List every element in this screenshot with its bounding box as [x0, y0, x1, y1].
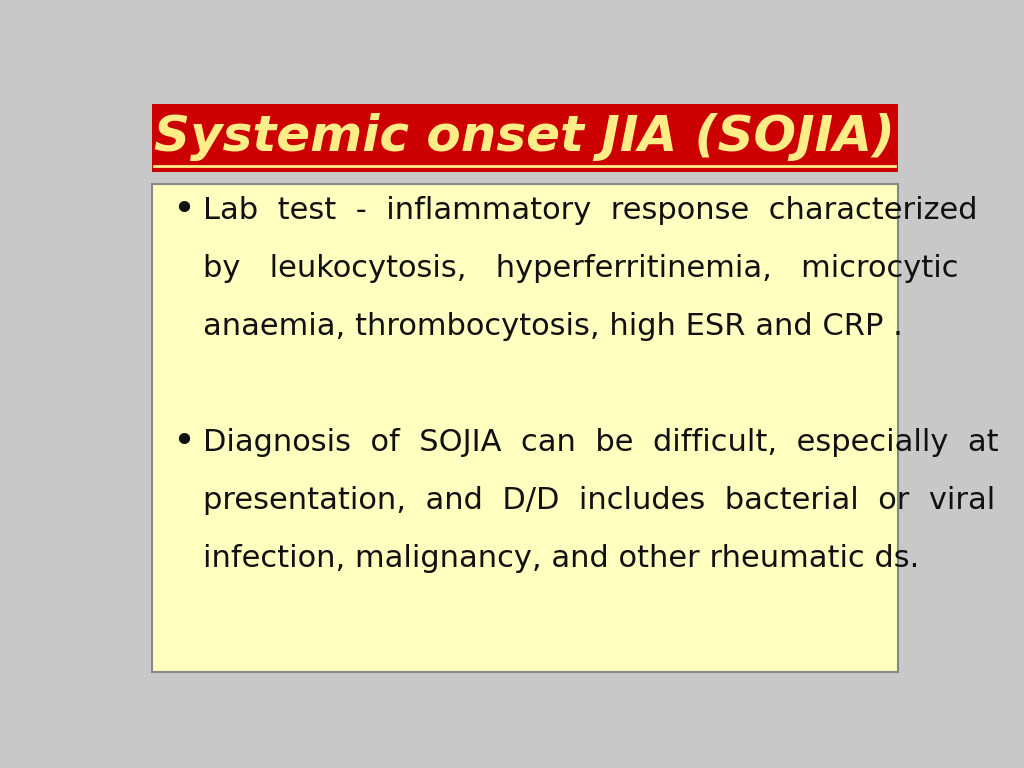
Text: Lab  test  -  inflammatory  response  characterized: Lab test - inflammatory response charact… — [204, 196, 978, 225]
FancyBboxPatch shape — [152, 184, 898, 672]
Text: presentation,  and  D/D  includes  bacterial  or  viral: presentation, and D/D includes bacterial… — [204, 485, 995, 515]
Text: Diagnosis  of  SOJIA  can  be  difficult,  especially  at: Diagnosis of SOJIA can be difficult, esp… — [204, 428, 999, 457]
Text: •: • — [172, 191, 195, 230]
Text: infection, malignancy, and other rheumatic ds.: infection, malignancy, and other rheumat… — [204, 544, 920, 573]
Text: anaemia, thrombocytosis, high ESR and CRP .: anaemia, thrombocytosis, high ESR and CR… — [204, 312, 903, 341]
Text: by   leukocytosis,   hyperferritinemia,   microcytic: by leukocytosis, hyperferritinemia, micr… — [204, 254, 958, 283]
Text: Systemic onset JIA (SOJIA): Systemic onset JIA (SOJIA) — [155, 113, 895, 161]
Text: •: • — [172, 423, 195, 462]
FancyBboxPatch shape — [152, 104, 898, 172]
